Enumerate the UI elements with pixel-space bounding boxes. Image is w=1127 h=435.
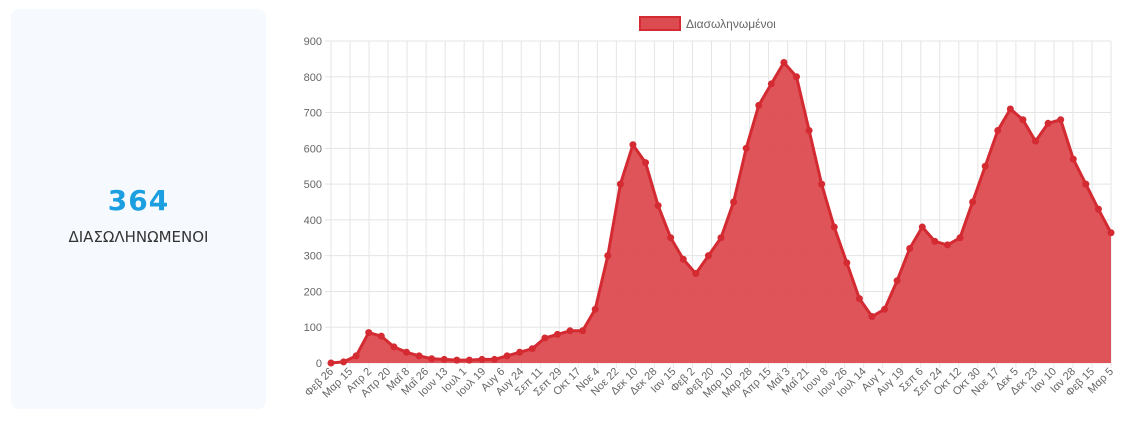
data-point[interactable]	[428, 355, 436, 363]
data-point[interactable]	[1107, 229, 1115, 237]
data-point[interactable]	[792, 73, 800, 81]
data-point[interactable]	[893, 277, 901, 285]
data-point[interactable]	[730, 198, 738, 206]
y-tick-label: 700	[304, 108, 322, 120]
data-point[interactable]	[692, 270, 700, 278]
data-point[interactable]	[604, 252, 612, 260]
y-axis: 0 100 200 300 400 500 600 700 800 900	[304, 36, 322, 370]
data-point[interactable]	[1094, 205, 1102, 213]
y-tick-label: 300	[304, 251, 322, 263]
y-tick-label: 0	[316, 358, 322, 370]
y-tick-label: 100	[304, 322, 322, 334]
data-point[interactable]	[994, 126, 1002, 134]
data-point[interactable]	[365, 329, 373, 337]
data-point[interactable]	[566, 327, 574, 335]
data-point[interactable]	[616, 180, 624, 188]
data-point[interactable]	[667, 234, 675, 242]
data-point[interactable]	[881, 305, 889, 313]
legend-swatch[interactable]	[639, 16, 681, 31]
data-point[interactable]	[780, 58, 788, 66]
data-point[interactable]	[390, 343, 398, 351]
data-point[interactable]	[642, 159, 650, 167]
data-point[interactable]	[340, 358, 348, 366]
data-point[interactable]	[327, 359, 335, 367]
data-point[interactable]	[1069, 155, 1077, 163]
data-point[interactable]	[943, 241, 951, 249]
data-point[interactable]	[767, 80, 775, 88]
y-tick-label: 600	[304, 143, 322, 155]
data-point[interactable]	[1032, 137, 1040, 145]
data-point[interactable]	[931, 237, 939, 245]
data-point[interactable]	[553, 330, 561, 338]
data-point[interactable]	[855, 295, 863, 303]
data-point[interactable]	[415, 352, 423, 360]
y-tick-label: 900	[304, 36, 322, 48]
intubated-label: ΔΙΑΣΩΛΗΝΩΜΕΝΟΙ	[68, 228, 209, 246]
data-point[interactable]	[1019, 116, 1027, 124]
data-point[interactable]	[969, 198, 977, 206]
y-tick-label: 500	[304, 179, 322, 191]
data-point[interactable]	[591, 305, 599, 313]
data-point[interactable]	[528, 345, 536, 353]
data-point[interactable]	[579, 327, 587, 335]
data-point[interactable]	[503, 352, 511, 360]
intubated-count: 364	[107, 184, 170, 217]
data-point[interactable]	[516, 348, 524, 356]
data-point[interactable]	[402, 348, 410, 356]
series-area	[331, 62, 1111, 363]
data-point[interactable]	[465, 356, 473, 364]
data-point[interactable]	[956, 234, 964, 242]
data-point[interactable]	[629, 141, 637, 149]
y-tick-label: 800	[304, 72, 322, 84]
data-point[interactable]	[491, 355, 499, 363]
data-point[interactable]	[1057, 116, 1065, 124]
chart-legend[interactable]: Διασωληνωμένοι	[639, 16, 776, 31]
data-point[interactable]	[352, 352, 360, 360]
data-point[interactable]	[679, 255, 687, 263]
y-tick-label: 200	[304, 286, 322, 298]
data-point[interactable]	[868, 312, 876, 320]
data-point[interactable]	[918, 223, 926, 231]
data-point[interactable]	[654, 202, 662, 210]
intubated-summary-card: 364 ΔΙΑΣΩΛΗΝΩΜΕΝΟΙ	[11, 9, 266, 409]
data-point[interactable]	[1082, 180, 1090, 188]
data-point[interactable]	[981, 162, 989, 170]
legend-label[interactable]: Διασωληνωμένοι	[686, 17, 776, 31]
data-point[interactable]	[906, 245, 914, 253]
data-point[interactable]	[704, 252, 712, 260]
data-point[interactable]	[843, 259, 851, 267]
data-point[interactable]	[440, 355, 448, 363]
data-point[interactable]	[830, 223, 838, 231]
series-layer	[327, 58, 1115, 367]
data-point[interactable]	[805, 126, 813, 134]
data-point[interactable]	[1044, 119, 1052, 127]
data-point[interactable]	[478, 355, 486, 363]
data-point[interactable]	[377, 332, 385, 340]
data-point[interactable]	[541, 334, 549, 342]
data-point[interactable]	[742, 144, 750, 152]
data-point[interactable]	[755, 101, 763, 109]
data-point[interactable]	[818, 180, 826, 188]
data-point[interactable]	[453, 356, 461, 364]
y-tick-label: 400	[304, 215, 322, 227]
data-point[interactable]	[717, 234, 725, 242]
data-point[interactable]	[1006, 105, 1014, 113]
